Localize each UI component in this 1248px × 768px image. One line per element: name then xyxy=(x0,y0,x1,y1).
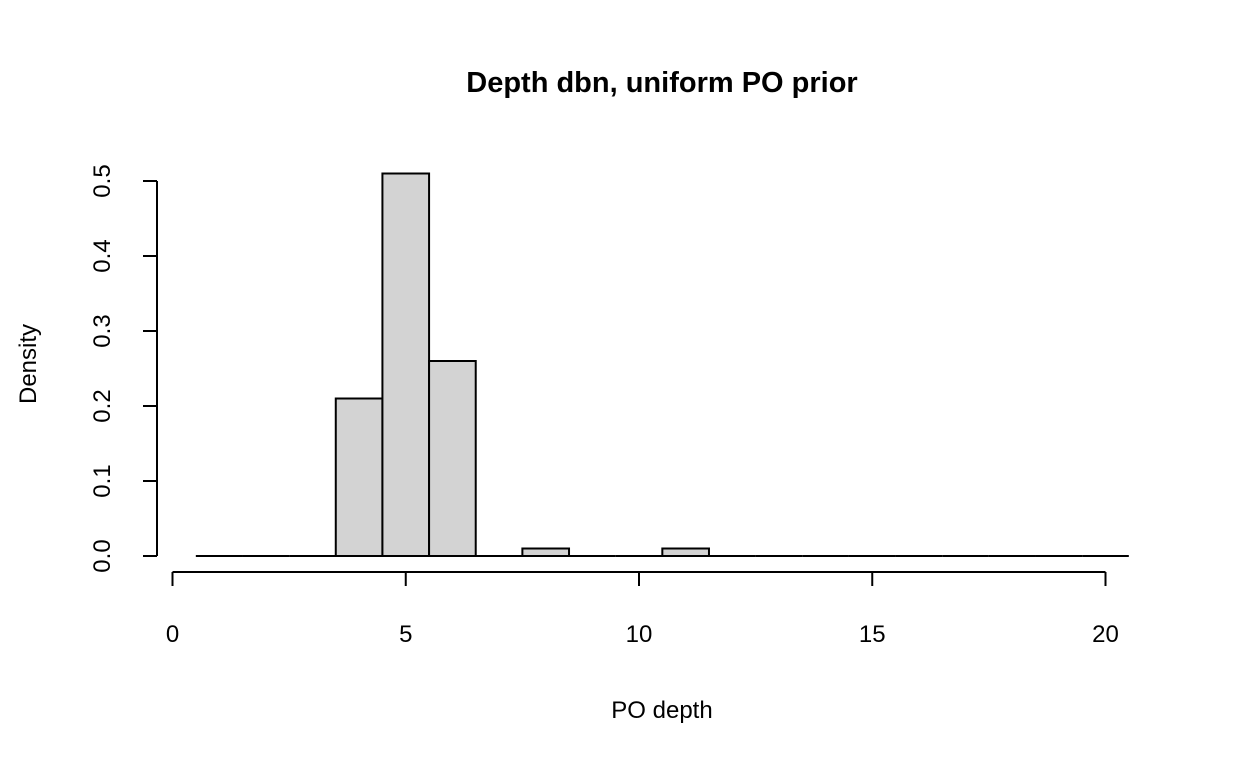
histogram-bar xyxy=(334,397,384,557)
y-tick-label: 0.3 xyxy=(89,314,116,347)
histogram-bar xyxy=(521,547,571,557)
y-tick-label: 0.1 xyxy=(89,464,116,497)
y-axis-title: Density xyxy=(15,324,42,404)
x-tick-label: 5 xyxy=(399,621,412,648)
x-tick-label: 20 xyxy=(1092,621,1119,648)
y-tick-label: 0.5 xyxy=(89,164,116,197)
x-tick-label: 10 xyxy=(626,621,653,648)
bars-group xyxy=(195,172,1129,557)
x-axis-title: PO depth xyxy=(611,697,712,724)
y-tick-label: 0.0 xyxy=(89,539,116,572)
chart-title: Depth dbn, uniform PO prior xyxy=(466,67,857,99)
y-tick-label: 0.2 xyxy=(89,389,116,422)
x-tick-label: 0 xyxy=(166,621,179,648)
histogram-bar xyxy=(428,360,477,557)
x-tick-label: 15 xyxy=(859,621,886,648)
histogram-bar xyxy=(381,172,431,557)
y-axis: 0.0 0.1 0.2 0.3 0.4 0.5 xyxy=(89,164,158,573)
histogram-bar xyxy=(661,547,710,557)
y-tick-label: 0.4 xyxy=(89,239,116,272)
x-axis: 0 5 10 15 20 xyxy=(166,571,1119,648)
